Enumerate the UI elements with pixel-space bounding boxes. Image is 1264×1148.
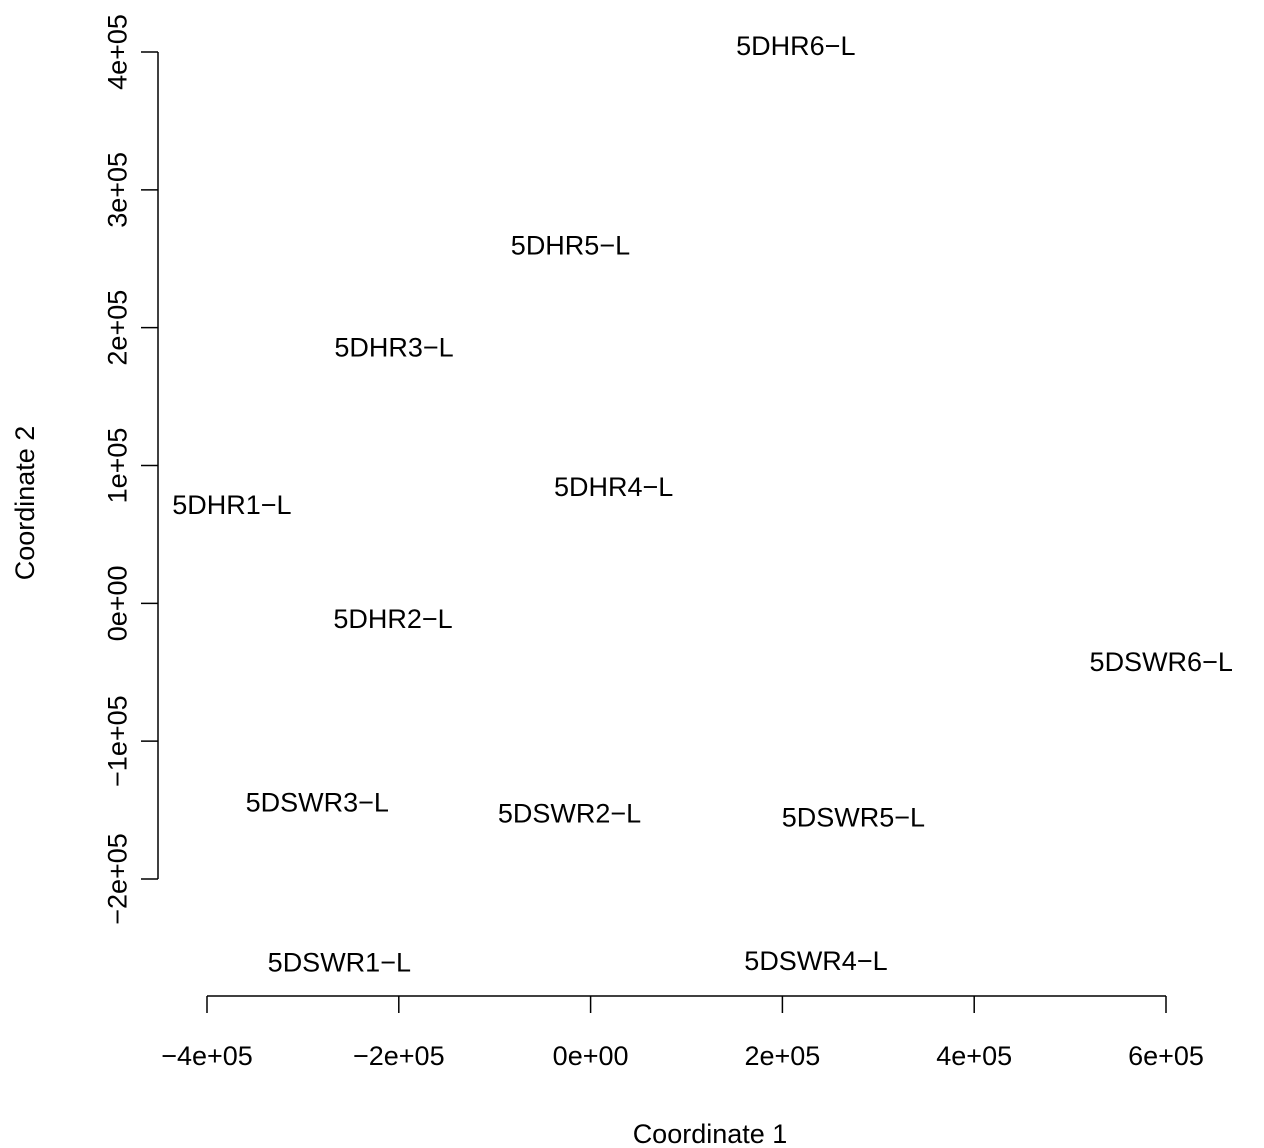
point-label: 5DSWR4−L — [744, 946, 887, 976]
point-label: 5DHR1−L — [172, 490, 291, 520]
y-tick-label: 4e+05 — [103, 14, 133, 90]
y-tick-label: −1e+05 — [103, 695, 133, 787]
point-label: 5DHR5−L — [511, 231, 630, 261]
x-tick-label: 2e+05 — [744, 1041, 820, 1071]
y-tick-label: −2e+05 — [103, 833, 133, 925]
x-axis-title: Coordinate 1 — [633, 1119, 788, 1148]
y-ticks: −2e+05 −1e+05 0e+00 1e+05 2e+05 3e+05 4e+05 — [103, 14, 158, 925]
y-tick-label: 3e+05 — [103, 152, 133, 228]
point-label: 5DHR4−L — [554, 472, 673, 502]
point-label: 5DSWR6−L — [1090, 647, 1233, 677]
point-label: 5DSWR1−L — [268, 947, 411, 977]
y-axis: −2e+05 −1e+05 0e+00 1e+05 2e+05 3e+05 4e+05 — [103, 14, 159, 925]
point-label: 5DHR6−L — [736, 31, 855, 61]
x-tick-label: −4e+05 — [161, 1041, 253, 1071]
x-tick-label: 0e+00 — [553, 1041, 629, 1071]
point-label: 5DHR3−L — [334, 333, 453, 363]
y-tick-label: 0e+00 — [103, 565, 133, 641]
y-tick-label: 2e+05 — [103, 290, 133, 366]
y-tick-label: 1e+05 — [103, 428, 133, 504]
x-axis: −4e+05 −2e+05 0e+00 2e+05 4e+05 6e+05 — [161, 995, 1204, 1071]
x-tick-label: 4e+05 — [936, 1041, 1012, 1071]
x-ticks: −4e+05 −2e+05 0e+00 2e+05 4e+05 6e+05 — [161, 996, 1204, 1071]
x-tick-label: −2e+05 — [353, 1041, 445, 1071]
point-label: 5DSWR3−L — [246, 788, 389, 818]
point-label: 5DSWR5−L — [782, 803, 925, 833]
point-labels: 5DHR1−L 5DHR2−L 5DHR3−L 5DHR4−L 5DHR5−L 5DHR6… — [172, 31, 1233, 978]
x-tick-label: 6e+05 — [1128, 1041, 1204, 1071]
point-label: 5DSWR2−L — [498, 799, 641, 829]
y-axis-title: Coordinate 2 — [10, 426, 40, 581]
point-label: 5DHR2−L — [333, 604, 452, 634]
